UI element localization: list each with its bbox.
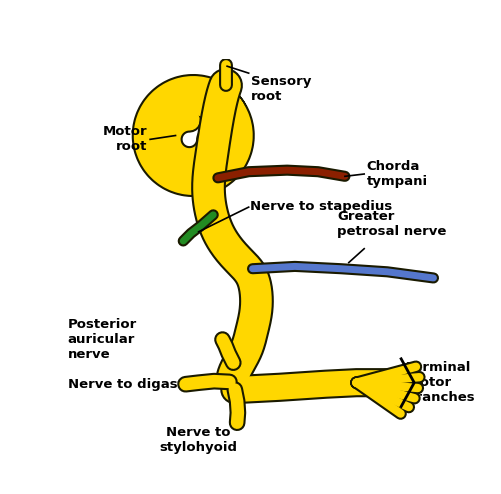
Text: Posterior
auricular
nerve: Posterior auricular nerve: [68, 318, 137, 361]
Text: Chorda
tympani: Chorda tympani: [367, 160, 428, 188]
Text: Nerve to stapedius: Nerve to stapedius: [250, 200, 392, 213]
Text: Nerve to
stylohyoid: Nerve to stylohyoid: [160, 426, 237, 454]
Text: Sensory
root: Sensory root: [251, 75, 311, 103]
Text: Terminal
motor
branches: Terminal motor branches: [406, 361, 475, 404]
Text: Motor
root: Motor root: [102, 125, 147, 153]
Text: Greater
petrosal nerve: Greater petrosal nerve: [337, 210, 446, 238]
Text: Nerve to digastric: Nerve to digastric: [68, 378, 203, 391]
